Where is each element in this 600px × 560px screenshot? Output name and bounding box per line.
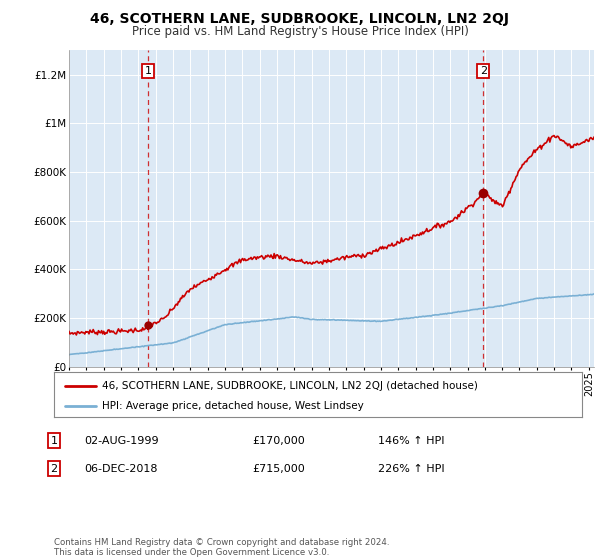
Text: 02-AUG-1999: 02-AUG-1999 xyxy=(84,436,158,446)
Text: 2: 2 xyxy=(480,66,487,76)
Text: Contains HM Land Registry data © Crown copyright and database right 2024.
This d: Contains HM Land Registry data © Crown c… xyxy=(54,538,389,557)
Text: 1: 1 xyxy=(145,66,152,76)
Text: 2: 2 xyxy=(50,464,58,474)
Text: 226% ↑ HPI: 226% ↑ HPI xyxy=(378,464,445,474)
Text: £715,000: £715,000 xyxy=(252,464,305,474)
Text: Price paid vs. HM Land Registry's House Price Index (HPI): Price paid vs. HM Land Registry's House … xyxy=(131,25,469,38)
Text: 46, SCOTHERN LANE, SUDBROOKE, LINCOLN, LN2 2QJ (detached house): 46, SCOTHERN LANE, SUDBROOKE, LINCOLN, L… xyxy=(101,381,478,391)
Text: 1: 1 xyxy=(50,436,58,446)
Text: 146% ↑ HPI: 146% ↑ HPI xyxy=(378,436,445,446)
Text: HPI: Average price, detached house, West Lindsey: HPI: Average price, detached house, West… xyxy=(101,401,363,411)
Text: £170,000: £170,000 xyxy=(252,436,305,446)
Text: 46, SCOTHERN LANE, SUDBROOKE, LINCOLN, LN2 2QJ: 46, SCOTHERN LANE, SUDBROOKE, LINCOLN, L… xyxy=(91,12,509,26)
Text: 06-DEC-2018: 06-DEC-2018 xyxy=(84,464,157,474)
